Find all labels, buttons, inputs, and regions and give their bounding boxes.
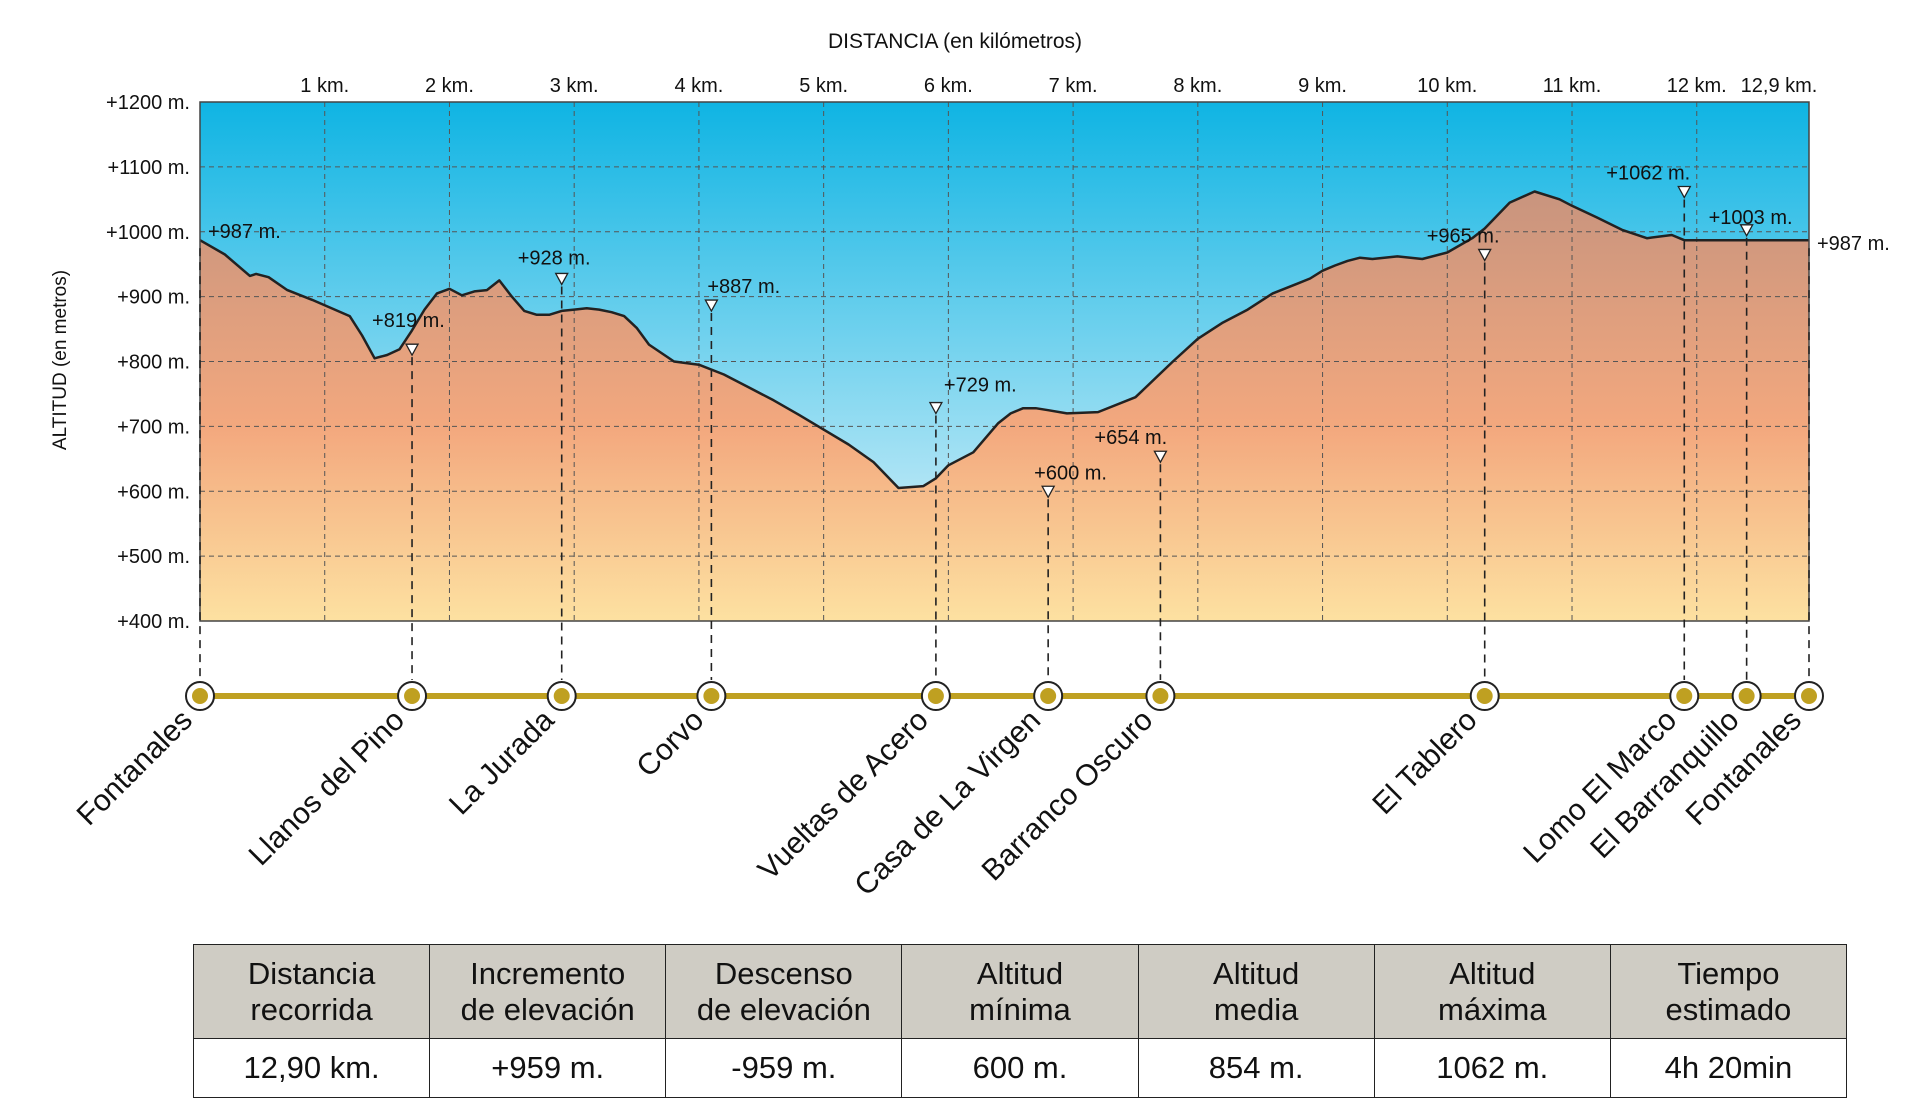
x-tick-label: 1 km.	[300, 75, 349, 97]
x-tick-label: 7 km.	[1049, 75, 1098, 97]
y-tick-label: +400 m.	[117, 611, 190, 633]
elevation-label: +1003 m.	[1709, 207, 1793, 229]
stats-table: Distancia recorrida Incremento de elevació…	[192, 944, 1848, 1098]
value-distance: 12,90 km.	[192, 1038, 431, 1098]
elevation-label: +987 m.	[1817, 233, 1890, 255]
x-tick-label: 2 km.	[425, 75, 474, 97]
waypoint-droplines	[199, 199, 1810, 680]
value-elevation-loss: -959 m.	[665, 1038, 903, 1098]
value-max-altitude: 1062 m.	[1373, 1038, 1611, 1098]
waypoint-dot	[404, 688, 421, 704]
value-mean-altitude: 854 m.	[1137, 1038, 1375, 1098]
value-min-altitude: 600 m.	[901, 1038, 1139, 1098]
x-tick-label: 3 km.	[550, 75, 599, 97]
elevation-label: +987 m.	[208, 221, 281, 243]
y-axis-title: ALTITUD (en metros)	[50, 270, 71, 450]
y-tick-label: +700 m.	[117, 416, 190, 438]
header-max-altitude: Altitud máxima	[1373, 944, 1611, 1039]
waypoint-name: Fontanales	[71, 704, 199, 832]
elevation-label: +729 m.	[944, 375, 1017, 397]
elevation-marker	[1739, 224, 1754, 238]
stats-value-row: 12,90 km. +959 m. -959 m. 600 m. 854 m. …	[192, 1038, 1848, 1098]
waypoint-dot	[1801, 688, 1817, 704]
x-axis-title: DISTANCIA (en kilómetros)	[828, 30, 1082, 53]
elevation-label: +965 m.	[1427, 225, 1500, 247]
header-mean-altitude: Altitud media	[1137, 944, 1375, 1039]
stats-header-row: Distancia recorrida Incremento de elevació…	[192, 944, 1848, 1039]
header-elevation-loss: Descenso de elevación	[665, 944, 903, 1039]
value-elevation-gain: +959 m.	[429, 1038, 667, 1098]
waypoint-name: Corvo	[630, 704, 710, 784]
header-distance: Distancia recorrida	[192, 944, 431, 1039]
y-tick-label: +1000 m.	[106, 222, 190, 244]
elevation-marker	[1677, 185, 1692, 199]
y-tick-label: +1200 m.	[106, 92, 190, 114]
waypoint-name: Casa de La Virgen	[848, 704, 1047, 903]
waypoint-dot	[1676, 688, 1693, 704]
header-min-altitude: Altitud mínima	[901, 944, 1139, 1039]
terrain-area	[200, 191, 1809, 621]
x-tick-label: 5 km.	[799, 75, 848, 97]
elevation-marker	[1041, 485, 1056, 499]
elevation-line	[199, 190, 1809, 490]
waypoint-dot	[192, 688, 208, 704]
x-tick-labels: 1 km. 2 km. 3 km. 4 km. 5 km. 6 km. 7 km. 8 km.…	[300, 75, 1817, 97]
header-estimated-time: Tiempo estimado	[1609, 944, 1848, 1039]
y-tick-label: +900 m.	[117, 287, 190, 309]
waypoint-dot	[1040, 688, 1057, 704]
waypoint-name: El Tablero	[1366, 704, 1483, 821]
elevation-profile-chart: +987 m. +819 m. +928 m. +887 m. +729 m. +600 …	[50, 30, 1890, 903]
waypoint-name: La Jurada	[443, 703, 561, 821]
header-elevation-gain: Incremento de elevación	[429, 944, 667, 1039]
waypoint-name: Llanos del Pino	[243, 704, 411, 872]
elevation-marker	[404, 343, 420, 357]
y-tick-label: +800 m.	[117, 352, 190, 374]
y-tick-label: +500 m.	[117, 546, 190, 568]
waypoint-dot	[703, 688, 720, 704]
elevation-label: +887 m.	[707, 276, 780, 298]
elevation-marker	[1477, 248, 1492, 262]
elevation-label: +928 m.	[518, 247, 591, 269]
x-tick-label: 10 km.	[1417, 75, 1477, 97]
elevation-label: +654 m.	[1094, 427, 1167, 449]
waypoints: Fontanales Llanos del Pino La Jurada Corvo V…	[71, 681, 1824, 903]
elevation-markers: +987 m. +819 m. +928 m. +887 m. +729 m. +600 …	[208, 163, 1890, 499]
elevation-marker	[928, 401, 943, 415]
elevation-label: +600 m.	[1034, 462, 1107, 484]
x-tick-label: 4 km.	[674, 75, 723, 97]
elevation-marker	[704, 299, 719, 313]
y-tick-label: +1100 m.	[108, 157, 190, 179]
elevation-marker	[554, 272, 569, 286]
x-tick-label: 9 km.	[1298, 75, 1347, 97]
value-estimated-time: 4h 20min	[1609, 1038, 1848, 1098]
elevation-marker	[1153, 450, 1168, 464]
elevation-label: +1062 m.	[1606, 163, 1690, 185]
waypoint-dot	[1738, 688, 1755, 704]
x-tick-label: 6 km.	[924, 75, 973, 97]
y-tick-label: +600 m.	[117, 481, 190, 503]
x-tick-label: 12 km.	[1667, 75, 1727, 97]
waypoint-dot	[1152, 688, 1169, 704]
y-tick-labels: +1200 m. +1100 m. +1000 m. +900 m. +800 m. +7…	[106, 92, 190, 633]
waypoint-dot	[1476, 688, 1493, 704]
chart-gridlines	[200, 102, 1809, 621]
waypoint-dot	[553, 688, 570, 704]
x-tick-label: 8 km.	[1173, 75, 1222, 97]
waypoint-dot	[927, 688, 944, 704]
x-tick-label: 11 km.	[1543, 75, 1602, 97]
elevation-label: +819 m.	[372, 310, 445, 332]
x-tick-label: 12,9 km.	[1741, 75, 1818, 97]
